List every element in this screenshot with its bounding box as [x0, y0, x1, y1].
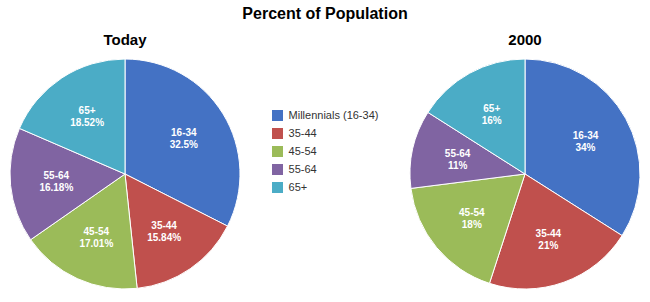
html-text:Millennials (16-34): Millennials (16-34) — [288, 109, 379, 121]
html-text:Today: Today — [103, 31, 147, 48]
html-text:2000: 2000 — [508, 31, 542, 48]
svg-text:55-6411%: 55-6411% — [445, 147, 471, 170]
svg-text:55-6416.18%: 55-6416.18% — [39, 169, 73, 192]
svg-text:45-5417.01%: 45-5417.01% — [79, 225, 113, 248]
html-text:Percent of Population: Percent of Population — [242, 5, 408, 22]
svg-text:45-5418%: 45-5418% — [459, 206, 485, 229]
html-text:45-54: 45-54 — [288, 145, 317, 157]
svg-text:16-3432.5%: 16-3432.5% — [170, 126, 198, 149]
svg-text:35-4421%: 35-4421% — [536, 227, 562, 250]
svg-text:65+16%: 65+16% — [482, 102, 502, 125]
svg-text:16-3434%: 16-3434% — [573, 129, 599, 152]
html-text:55-64: 55-64 — [288, 163, 317, 175]
svg-text:65+18.52%: 65+18.52% — [70, 105, 104, 128]
html-text:35-44: 35-44 — [288, 127, 317, 139]
svg-text:35-4415.84%: 35-4415.84% — [147, 219, 181, 242]
html-text:65+: 65+ — [288, 181, 308, 193]
